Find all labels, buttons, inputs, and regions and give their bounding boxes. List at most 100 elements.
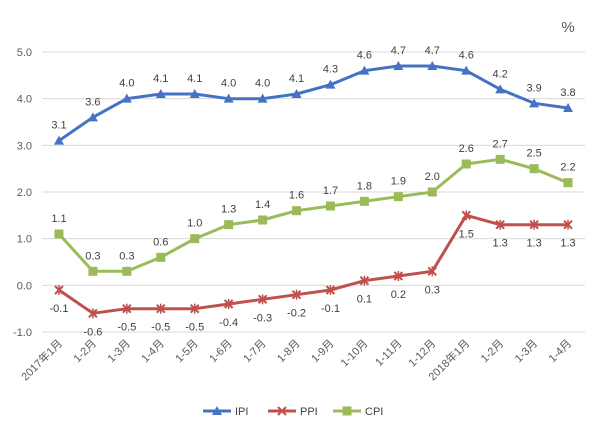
legend-marker-stroke: [277, 406, 287, 416]
point-cpi: [122, 266, 132, 276]
data-label-ipi: 4.1: [289, 73, 304, 85]
x-tick-label: 1-7月: [241, 338, 269, 366]
unit-label: %: [561, 19, 574, 36]
data-label-cpi: 2.5: [526, 148, 541, 160]
data-label-cpi: 0.3: [119, 250, 134, 262]
data-label-ppi: 1.3: [526, 238, 541, 250]
data-label-cpi: 2.2: [560, 162, 575, 174]
point-cpi: [88, 266, 98, 276]
data-label-ppi: -0.6: [83, 326, 102, 338]
point-ppi: [88, 308, 98, 319]
series-line-cpi: [57, 157, 569, 273]
point-ipi: [53, 135, 64, 145]
y-tick-label: 4.0: [17, 94, 32, 106]
data-label-ipi: 4.6: [357, 50, 372, 62]
y-tick-label: 0.0: [17, 280, 32, 292]
data-label-ppi: 0.3: [425, 284, 440, 296]
data-label-cpi: 2.6: [459, 143, 474, 155]
data-label-cpi: 1.8: [357, 180, 372, 192]
data-label-ppi: -0.1: [321, 303, 340, 315]
x-tick-label: 1-3月: [513, 338, 541, 366]
x-tick-label: 1-10月: [339, 338, 371, 370]
series-line-ppi: [58, 213, 568, 315]
data-label-ppi: -0.1: [49, 303, 68, 315]
data-label-ipi: 3.8: [560, 87, 575, 99]
y-tick-label: 3.0: [17, 140, 32, 152]
legend-label-cpi: CPI: [365, 406, 383, 418]
y-axis-ticks: 5.0 4.0 3.0 2.0 1.0 0.0 -1.0: [13, 47, 32, 339]
point-ppi: [495, 219, 505, 230]
point-cpi: [529, 164, 539, 174]
data-label-cpi: 1.9: [391, 176, 406, 188]
point-ppi: [325, 285, 336, 295]
x-tick-label: 1-11月: [373, 338, 404, 369]
point-cpi: [563, 178, 573, 188]
data-label-ipi: 4.7: [391, 45, 406, 57]
data-label-ppi: -0.5: [151, 322, 170, 334]
point-ppi: [190, 303, 200, 314]
x-tick-label: 1-2月: [479, 338, 507, 366]
point-cpi: [461, 159, 471, 169]
data-label-cpi: 1.3: [221, 204, 236, 216]
point-ppi: [393, 271, 404, 281]
point-ipi: [495, 84, 506, 94]
x-tick-label: 1-12月: [407, 338, 439, 370]
data-label-ppi: 1.3: [560, 238, 575, 250]
point-ipi: [359, 65, 370, 75]
data-label-ppi: 1.5: [459, 228, 474, 240]
legend: IPI PPI CPI: [203, 406, 383, 418]
point-cpi: [495, 154, 505, 164]
point-ppi: [54, 285, 64, 295]
point-ipi: [393, 61, 404, 70]
data-label-ipi: 4.7: [425, 45, 440, 57]
point-ppi: [359, 275, 370, 286]
point-ppi: [291, 289, 302, 300]
point-ipi: [529, 98, 540, 108]
point-cpi: [292, 206, 302, 216]
point-ipi: [257, 93, 268, 103]
legend-label-ipi: IPI: [235, 406, 248, 418]
point-ipi: [155, 89, 166, 98]
point-ppi: [156, 303, 166, 314]
series-group: [53, 61, 574, 319]
point-ipi: [121, 93, 132, 103]
point-ipi: [461, 65, 472, 75]
data-label-ipi: 3.1: [51, 120, 66, 132]
point-ipi: [87, 112, 98, 122]
y-tick-label: 5.0: [17, 47, 32, 59]
data-label-cpi: 1.1: [51, 213, 66, 225]
data-label-ppi: -0.3: [253, 312, 272, 324]
legend-marker-cpi: [342, 406, 352, 416]
point-ipi: [563, 103, 574, 112]
data-label-ipi: 4.0: [221, 78, 236, 90]
x-tick-label: 1-8月: [275, 338, 303, 366]
x-tick-label: 1-3月: [105, 338, 133, 366]
data-label-ipi: 3.9: [526, 82, 541, 94]
data-label-ppi: 0.2: [391, 289, 406, 301]
point-ipi: [291, 89, 302, 98]
data-label-cpi: 0.3: [85, 250, 100, 262]
point-ppi: [529, 219, 539, 230]
point-cpi: [393, 192, 403, 202]
point-ppi: [122, 303, 132, 314]
point-ppi: [461, 210, 471, 221]
data-label-cpi: 1.0: [187, 218, 202, 230]
data-label-ppi: 0.1: [357, 294, 372, 306]
x-tick-label: 1-5月: [173, 338, 201, 366]
data-label-ipi: 4.1: [153, 73, 168, 85]
series-line-ipi: [58, 64, 569, 142]
data-label-ppi: -0.4: [219, 317, 238, 329]
point-ppi: [427, 266, 437, 277]
point-cpi: [156, 252, 166, 262]
data-label-ppi: -0.5: [185, 322, 204, 334]
y-tick-label: -1.0: [13, 327, 32, 339]
point-cpi: [54, 229, 64, 239]
point-cpi: [427, 187, 437, 197]
x-tick-label: 1-9月: [309, 338, 337, 366]
x-tick-label: 1-2月: [72, 338, 100, 366]
legend-label-ppi: PPI: [300, 406, 318, 418]
point-cpi: [258, 215, 268, 225]
x-tick-label: 1-4月: [139, 338, 167, 366]
data-label-ipi: 4.2: [493, 68, 508, 80]
